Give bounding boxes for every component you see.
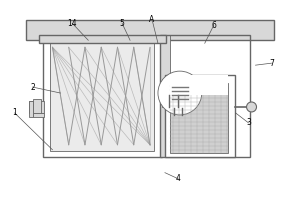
- Text: A: A: [149, 15, 154, 24]
- Text: 1: 1: [12, 108, 17, 117]
- Text: 14: 14: [68, 19, 77, 28]
- Bar: [32, 99, 40, 113]
- Bar: [170, 83, 228, 153]
- Bar: [170, 75, 228, 95]
- Text: 6: 6: [211, 21, 216, 30]
- Text: 3: 3: [246, 118, 251, 127]
- Bar: [28, 101, 44, 113]
- Bar: [28, 101, 32, 117]
- Bar: [38, 35, 166, 43]
- Bar: [162, 79, 192, 107]
- Bar: [165, 82, 189, 104]
- Bar: [165, 75, 235, 157]
- Text: 5: 5: [120, 19, 124, 28]
- Bar: [160, 35, 170, 157]
- Bar: [26, 20, 275, 40]
- Circle shape: [247, 102, 256, 112]
- Bar: [43, 39, 162, 157]
- Text: 4: 4: [176, 174, 180, 183]
- Bar: [160, 35, 250, 157]
- Text: 7: 7: [269, 59, 274, 68]
- Circle shape: [158, 71, 202, 115]
- Bar: [32, 113, 44, 117]
- Bar: [50, 41, 154, 151]
- Text: 2: 2: [30, 83, 35, 92]
